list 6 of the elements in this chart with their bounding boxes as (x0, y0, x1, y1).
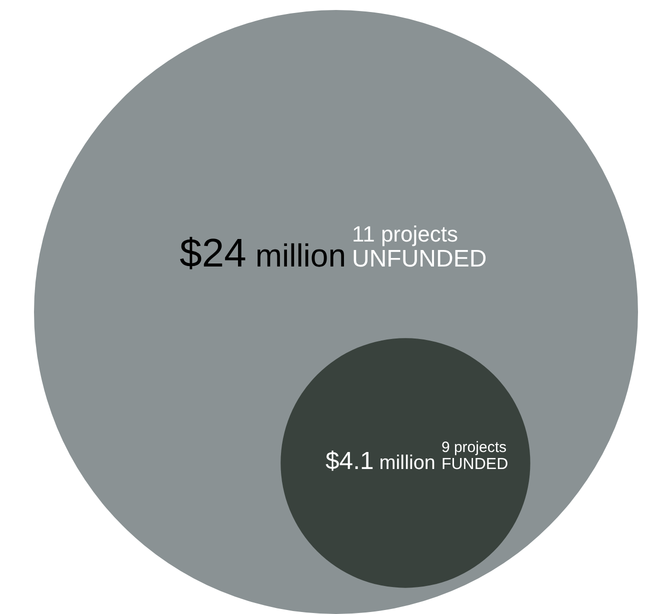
category-label: FUNDED (441, 456, 508, 474)
text: 9 projects (441, 438, 507, 456)
category-label: UNFUNDED (352, 246, 487, 273)
data-label: $24 million (180, 232, 346, 276)
text: 11 projects (352, 221, 458, 246)
data-label: $4.1 million (325, 448, 436, 476)
